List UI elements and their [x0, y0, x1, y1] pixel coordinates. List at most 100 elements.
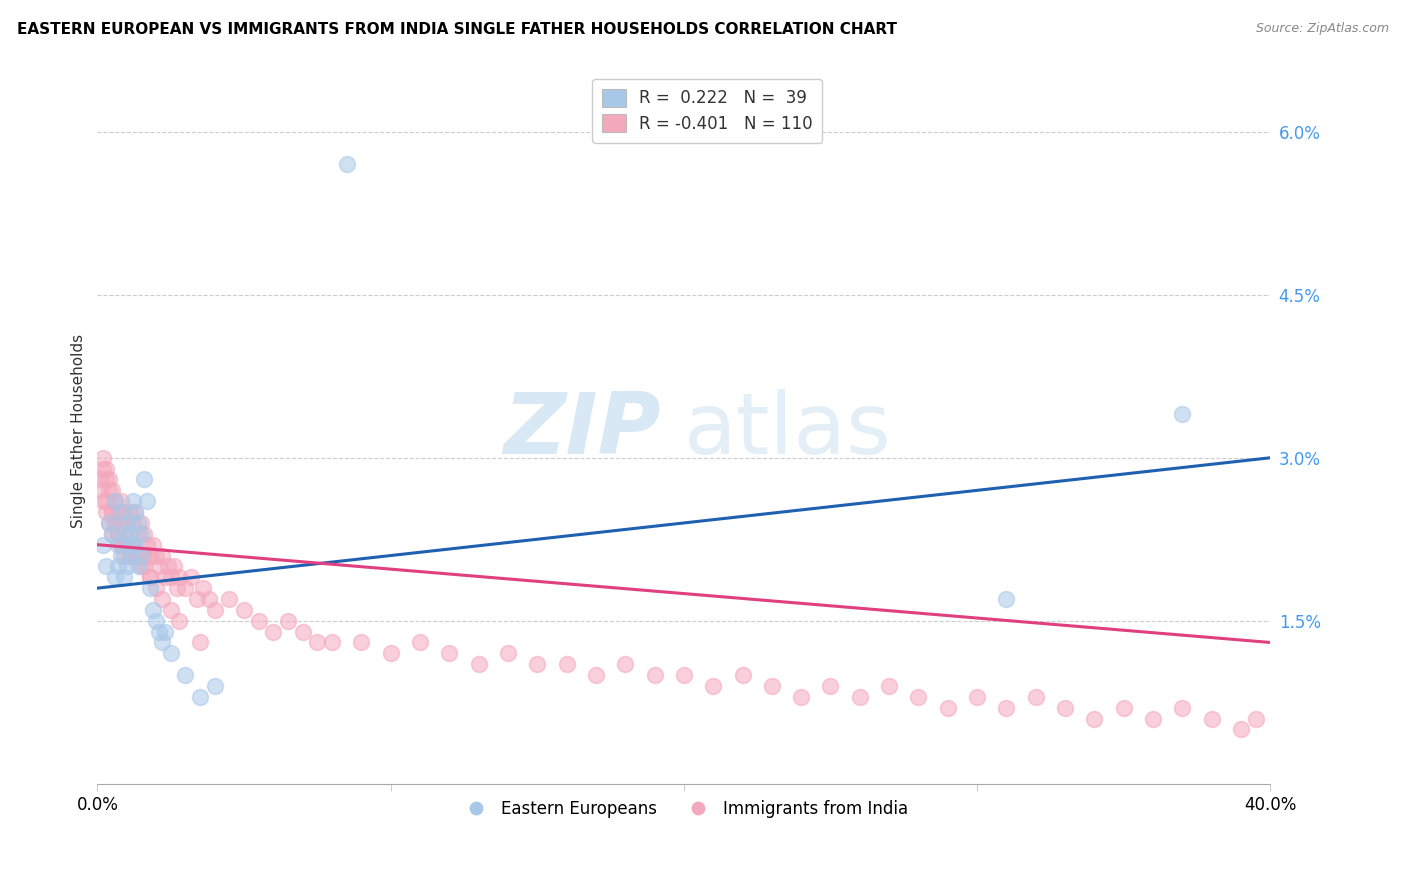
Point: [790, 690, 813, 704]
Point: [936, 700, 959, 714]
Point: [127, 559, 149, 574]
Point: [174, 668, 197, 682]
Point: [98, 483, 121, 498]
Point: [188, 690, 211, 704]
Text: ZIP: ZIP: [503, 389, 661, 472]
Point: [131, 549, 153, 563]
Point: [1230, 723, 1253, 737]
Point: [321, 635, 343, 649]
Point: [110, 494, 132, 508]
Point: [121, 538, 143, 552]
Point: [112, 526, 135, 541]
Point: [110, 505, 132, 519]
Point: [131, 516, 153, 530]
Point: [907, 690, 929, 704]
Text: EASTERN EUROPEAN VS IMMIGRANTS FROM INDIA SINGLE FATHER HOUSEHOLDS CORRELATION C: EASTERN EUROPEAN VS IMMIGRANTS FROM INDI…: [17, 22, 897, 37]
Point: [127, 549, 149, 563]
Point: [1083, 712, 1105, 726]
Point: [188, 635, 211, 649]
Point: [153, 624, 176, 639]
Point: [150, 549, 173, 563]
Point: [169, 570, 191, 584]
Point: [131, 526, 153, 541]
Point: [204, 603, 226, 617]
Point: [104, 494, 127, 508]
Point: [118, 549, 141, 563]
Point: [877, 679, 900, 693]
Point: [112, 570, 135, 584]
Point: [702, 679, 724, 693]
Point: [467, 657, 489, 672]
Point: [91, 538, 114, 552]
Point: [180, 570, 202, 584]
Point: [142, 538, 165, 552]
Point: [98, 473, 121, 487]
Point: [204, 679, 226, 693]
Point: [1201, 712, 1223, 726]
Point: [94, 461, 117, 475]
Point: [89, 473, 111, 487]
Point: [104, 570, 127, 584]
Point: [118, 505, 141, 519]
Point: [94, 494, 117, 508]
Point: [820, 679, 842, 693]
Point: [124, 505, 146, 519]
Point: [118, 549, 141, 563]
Point: [134, 559, 156, 574]
Point: [136, 494, 159, 508]
Point: [277, 614, 299, 628]
Point: [1244, 712, 1267, 726]
Point: [159, 603, 181, 617]
Point: [94, 559, 117, 574]
Point: [145, 549, 167, 563]
Point: [101, 483, 124, 498]
Point: [966, 690, 988, 704]
Point: [159, 570, 181, 584]
Point: [409, 635, 432, 649]
Point: [121, 538, 143, 552]
Point: [91, 494, 114, 508]
Point: [115, 516, 138, 530]
Point: [731, 668, 754, 682]
Point: [1112, 700, 1135, 714]
Point: [247, 614, 270, 628]
Point: [121, 494, 143, 508]
Point: [139, 570, 162, 584]
Point: [350, 635, 373, 649]
Point: [104, 516, 127, 530]
Point: [112, 505, 135, 519]
Point: [145, 581, 167, 595]
Point: [110, 538, 132, 552]
Point: [153, 570, 176, 584]
Point: [555, 657, 578, 672]
Point: [162, 559, 184, 574]
Point: [849, 690, 872, 704]
Point: [439, 646, 461, 660]
Legend: Eastern Europeans, Immigrants from India: Eastern Europeans, Immigrants from India: [453, 794, 915, 825]
Point: [614, 657, 637, 672]
Point: [104, 494, 127, 508]
Point: [134, 473, 156, 487]
Point: [110, 549, 132, 563]
Point: [191, 581, 214, 595]
Point: [124, 505, 146, 519]
Point: [115, 559, 138, 574]
Point: [166, 581, 188, 595]
Point: [139, 570, 162, 584]
Point: [134, 549, 156, 563]
Point: [156, 559, 179, 574]
Point: [148, 559, 170, 574]
Point: [186, 592, 208, 607]
Point: [672, 668, 695, 682]
Point: [107, 559, 129, 574]
Point: [134, 526, 156, 541]
Point: [136, 538, 159, 552]
Point: [98, 516, 121, 530]
Point: [1142, 712, 1164, 726]
Point: [107, 505, 129, 519]
Point: [148, 624, 170, 639]
Point: [118, 526, 141, 541]
Point: [101, 505, 124, 519]
Point: [262, 624, 284, 639]
Point: [112, 526, 135, 541]
